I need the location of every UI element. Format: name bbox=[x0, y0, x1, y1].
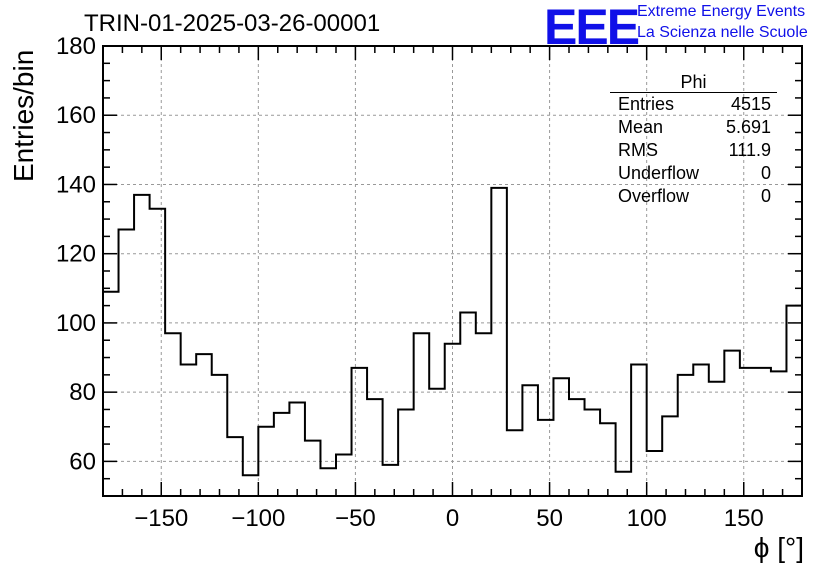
logo-caption-line1: Extreme Energy Events bbox=[637, 3, 806, 20]
stats-row: Overflow 0 bbox=[610, 185, 777, 208]
stats-label: Entries bbox=[618, 94, 675, 114]
x-tick-label: 100 bbox=[627, 505, 667, 532]
histogram-series-phi bbox=[102, 186, 803, 496]
y-tick-label: 180 bbox=[56, 33, 96, 60]
x-tick-label: −50 bbox=[335, 505, 376, 532]
y-tick-label: 80 bbox=[69, 379, 96, 406]
x-tick-label: −100 bbox=[231, 505, 285, 532]
stats-box: Phi Entries 4515 Mean 5.691 RMS 111.9 Un… bbox=[610, 72, 777, 208]
x-tick-labels: −150 −100 −50 0 50 100 150 bbox=[134, 505, 764, 532]
stats-value: 5.691 bbox=[725, 117, 771, 137]
y-tick-label: 140 bbox=[56, 171, 96, 198]
x-tick-label: 0 bbox=[446, 505, 459, 532]
y-axis-label: Entries/bin bbox=[8, 49, 39, 182]
stats-label: Underflow bbox=[618, 163, 700, 183]
stats-value: 111.9 bbox=[728, 140, 771, 160]
stats-value: 0 bbox=[760, 186, 771, 206]
stats-row: Mean 5.691 bbox=[610, 116, 777, 139]
y-tick-labels: 60 80 100 120 140 160 180 bbox=[56, 33, 96, 475]
stats-row: Underflow 0 bbox=[610, 162, 777, 185]
stats-row: RMS 111.9 bbox=[610, 139, 777, 162]
y-tick-label: 160 bbox=[56, 102, 96, 129]
x-tick-label: 150 bbox=[724, 505, 764, 532]
eee-logo: EEE bbox=[544, 0, 640, 55]
stats-label: Overflow bbox=[618, 186, 690, 206]
x-tick-label: 50 bbox=[536, 505, 563, 532]
stats-row: Entries 4515 bbox=[610, 93, 777, 116]
x-axis-label: ϕ [°] bbox=[753, 532, 804, 563]
y-tick-label: 120 bbox=[56, 241, 96, 268]
stats-value: 4515 bbox=[730, 94, 771, 114]
stats-histogram-name: Phi bbox=[610, 72, 777, 93]
y-tick-label: 60 bbox=[69, 448, 96, 475]
logo-caption-line2: La Scienza nelle Scuole bbox=[637, 24, 808, 41]
y-tick-label: 100 bbox=[56, 310, 96, 337]
stats-label: Mean bbox=[618, 117, 664, 137]
x-tick-label: −150 bbox=[134, 505, 188, 532]
stats-value: 0 bbox=[760, 163, 771, 183]
stats-label: RMS bbox=[618, 140, 658, 160]
axis-ticks bbox=[103, 45, 803, 497]
chart-title: TRIN-01-2025-03-26-00001 bbox=[84, 10, 381, 37]
